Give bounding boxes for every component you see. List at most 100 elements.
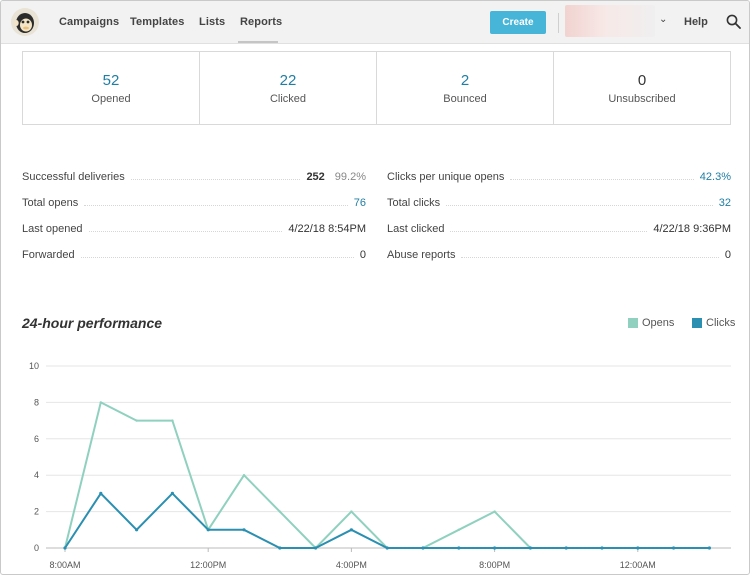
y-tick-label: 0 [34, 543, 39, 553]
data-point-opens [171, 419, 174, 422]
nav-campaigns[interactable]: Campaigns [59, 16, 120, 28]
nav-divider [558, 13, 559, 33]
active-tab-indicator [238, 41, 278, 43]
legend-label-clicks: Clicks [706, 317, 736, 329]
detail-last-opened: Last opened 4/22/18 8:54PM [22, 223, 366, 237]
data-point-opens [99, 401, 103, 404]
detail-label: Total opens [22, 197, 79, 209]
detail-value: 252 [306, 171, 325, 183]
performance-line-chart: 0 2 4 6 8 10 8:00AM 12:00PM 4:00PM 8:00PM 12:00AM [29, 361, 731, 570]
data-point-opens [493, 510, 496, 513]
stat-clicked[interactable]: 22 Clicked [200, 52, 377, 124]
legend-clicks[interactable]: Clicks [692, 317, 735, 329]
legend-swatch-opens [628, 318, 638, 328]
data-point-opens [350, 510, 353, 513]
x-tick-label: 8:00AM [49, 560, 80, 570]
stat-value: 22 [279, 72, 297, 89]
data-point-clicks [421, 546, 425, 550]
detail-last-clicked: Last clicked 4/22/18 9:36PM [387, 223, 731, 237]
detail-total-clicks: Total clicks 32 [387, 197, 731, 211]
stat-value: 52 [102, 72, 120, 89]
chevron-down-icon[interactable]: ⌄ [659, 14, 668, 25]
account-menu[interactable] [565, 5, 655, 37]
data-point-clicks [600, 546, 604, 550]
y-tick-label: 10 [29, 361, 39, 371]
dotted-leader [510, 171, 694, 180]
stat-value: 2 [460, 72, 470, 89]
stat-opened[interactable]: 52 Opened [23, 52, 200, 124]
detail-label: Successful deliveries [22, 171, 125, 183]
data-point-clicks [206, 528, 210, 532]
data-point-clicks [707, 546, 712, 550]
data-point-clicks [278, 546, 282, 550]
detail-forwarded: Forwarded 0 [22, 249, 366, 263]
detail-total-opens: Total opens 76 [22, 197, 366, 211]
detail-label: Forwarded [22, 249, 75, 261]
detail-successful-deliveries: Successful deliveries 252 99.2% [22, 171, 366, 185]
data-point-opens [135, 419, 138, 422]
detail-label: Last opened [22, 223, 83, 235]
detail-label: Clicks per unique opens [387, 171, 505, 183]
data-point-clicks [672, 546, 676, 550]
data-point-opens [457, 528, 460, 531]
search-icon[interactable] [726, 14, 741, 29]
data-point-clicks [135, 528, 139, 532]
data-point-clicks [242, 528, 246, 532]
x-tick-label: 8:00PM [479, 560, 510, 570]
detail-value-link[interactable]: 32 [718, 197, 731, 209]
stat-value: 0 [637, 72, 647, 89]
nav-lists[interactable]: Lists [199, 16, 226, 28]
stat-label: Opened [91, 93, 131, 105]
dotted-leader [130, 171, 301, 180]
y-tick-label: 6 [34, 434, 39, 444]
nav-templates[interactable]: Templates [130, 16, 185, 28]
nav-reports[interactable]: Reports [240, 16, 283, 28]
stat-bounced[interactable]: 2 Bounced [377, 52, 554, 124]
detail-value: 4/22/18 8:54PM [288, 223, 366, 235]
stats-summary: 52 Opened 22 Clicked 2 Bounced 0 Unsubsc… [22, 51, 731, 125]
detail-value-link[interactable]: 76 [353, 197, 366, 209]
stat-label: Bounced [443, 93, 487, 105]
dotted-leader [450, 223, 648, 232]
detail-label: Abuse reports [387, 249, 456, 261]
data-point-clicks [170, 491, 174, 495]
legend-opens[interactable]: Opens [628, 317, 674, 329]
create-button[interactable]: Create [490, 11, 546, 34]
dotted-leader [88, 223, 283, 232]
legend-label-opens: Opens [642, 317, 675, 329]
dotted-leader [84, 197, 348, 206]
detail-label: Total clicks [387, 197, 441, 209]
dotted-leader [461, 249, 719, 258]
detail-clicks-per-unique-opens: Clicks per unique opens 42.3% [387, 171, 731, 185]
detail-abuse-reports: Abuse reports 0 [387, 249, 731, 263]
detail-value: 0 [359, 249, 366, 261]
dotted-leader [446, 197, 713, 206]
data-point-clicks [636, 546, 640, 550]
data-point-opens [278, 510, 281, 513]
top-nav-bar: Campaigns Templates Lists Reports Create… [1, 1, 749, 44]
data-point-clicks [314, 546, 318, 550]
data-point-clicks [99, 491, 103, 495]
data-point-clicks [385, 546, 389, 550]
data-point-clicks [493, 546, 497, 550]
x-tick-label: 4:00PM [336, 560, 367, 570]
data-point-clicks [63, 546, 67, 550]
y-tick-label: 2 [34, 507, 39, 517]
data-point-clicks [528, 546, 533, 550]
stat-unsubscribed: 0 Unsubscribed [554, 52, 730, 124]
detail-value-link[interactable]: 42.3% [699, 171, 731, 183]
stat-label: Unsubscribed [608, 93, 676, 105]
x-tick-label: 12:00PM [190, 560, 226, 570]
detail-label: Last clicked [387, 223, 445, 235]
y-tick-label: 4 [34, 470, 39, 480]
stat-label: Clicked [269, 93, 307, 105]
data-point-opens [242, 474, 246, 477]
help-link[interactable]: Help [684, 16, 708, 28]
mailchimp-logo-icon[interactable] [10, 7, 40, 37]
legend-swatch-clicks [692, 318, 702, 328]
x-tick-label: 12:00AM [620, 560, 656, 570]
data-point-clicks [564, 546, 568, 550]
detail-percent: 99.2% [334, 171, 366, 183]
detail-value: 4/22/18 9:36PM [653, 223, 731, 235]
